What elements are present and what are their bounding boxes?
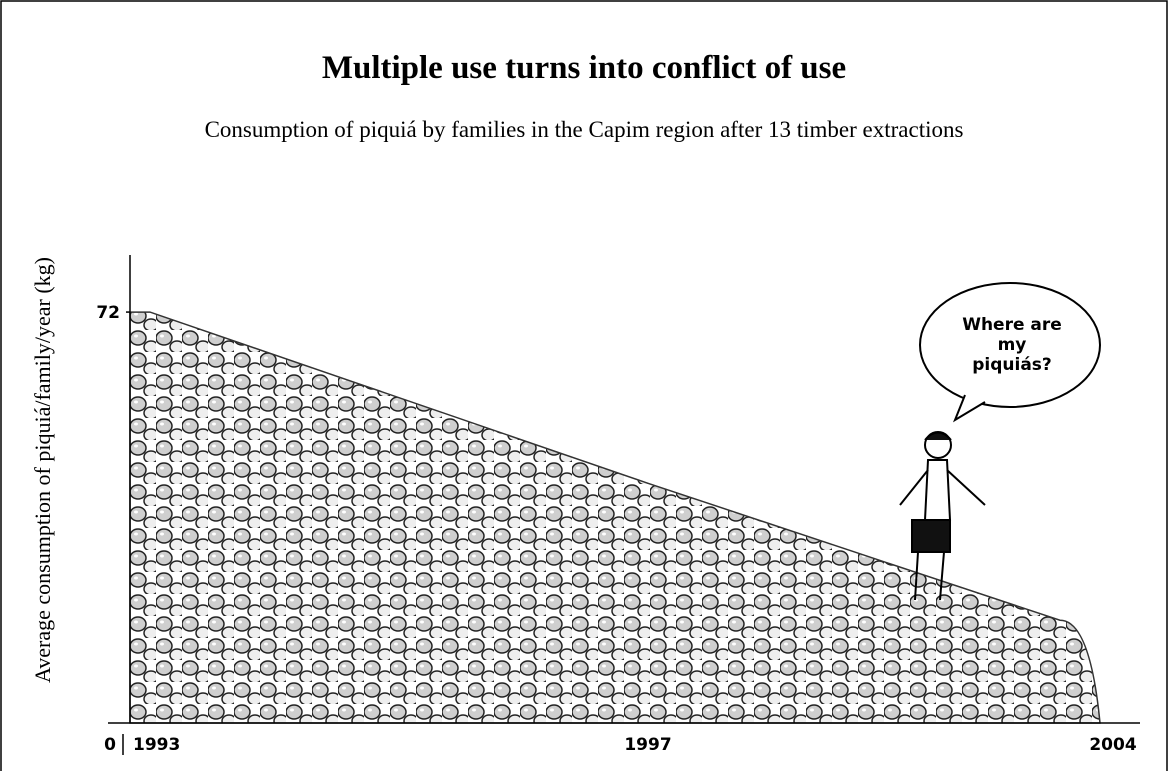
annotation: Where are [962,315,1062,335]
chart-subtitle: Consumption of piquiá by families in the… [205,117,964,142]
boy-figure [899,431,986,601]
x-tick-label: 2004 [1089,735,1136,755]
x-tick-label: 1993 [133,735,180,755]
speech-bubble: Where are my piquiás? [919,282,1101,423]
y-axis-label: Average consumption of piquiá/family/yea… [30,257,55,683]
plot: 0 72 1993 1997 2004 [96,255,1140,755]
annotation: my [998,335,1027,355]
fruit-pile [129,311,1101,724]
annotation: piquiás? [972,355,1052,375]
x-tick-label: 1997 [624,735,671,755]
chart-title: Multiple use turns into conflict of use [322,50,846,86]
y-tick-label: 0 [104,735,116,755]
y-tick-label: 72 [96,303,120,323]
